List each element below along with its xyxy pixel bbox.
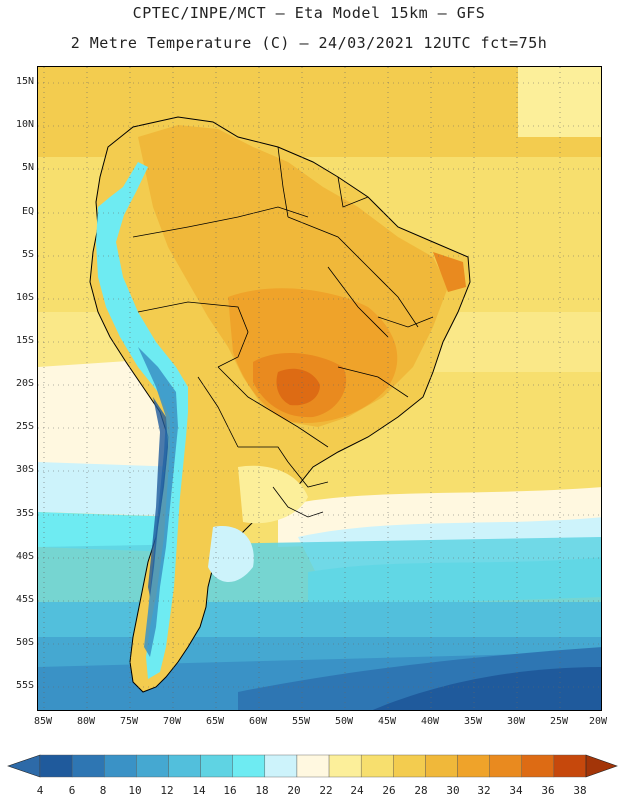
- lon-label: 30W: [506, 716, 526, 727]
- colorbar-label: 12: [160, 784, 174, 797]
- colorbar-label: 30: [446, 784, 460, 797]
- colorbar-cell: [296, 754, 330, 778]
- hot-region: [276, 368, 320, 406]
- lon-label: 35W: [463, 716, 483, 727]
- lon-label: 60W: [248, 716, 268, 727]
- lon-label: 70W: [162, 716, 182, 727]
- ocean-band: [38, 462, 188, 517]
- colorbar-label: 20: [287, 784, 301, 797]
- lat-label: 20S: [15, 378, 34, 389]
- andes-cold-region: [148, 397, 168, 597]
- colorbar-label: 4: [36, 784, 44, 797]
- map-canvas: [38, 67, 601, 710]
- colorbar-cell: [200, 754, 233, 778]
- chart-title-line1: CPTEC/INPE/MCT – Eta Model 15km – GFS: [132, 4, 486, 22]
- colorbar-label: 8: [99, 784, 107, 797]
- lon-label: 25W: [549, 716, 569, 727]
- colorbar-cell: [553, 754, 587, 778]
- colorbar-cell: [328, 754, 362, 778]
- colorbar-cell: [168, 754, 201, 778]
- ocean-band: [518, 67, 601, 137]
- colorbar-cell: [71, 754, 105, 778]
- colorbar-label: 24: [350, 784, 364, 797]
- lon-label: 85W: [33, 716, 53, 727]
- lat-label: 50S: [15, 637, 34, 648]
- colorbar-cell: [104, 754, 137, 778]
- lat-label: EQ: [21, 206, 34, 217]
- colorbar-label: 28: [414, 784, 428, 797]
- colorbar-label: 32: [477, 784, 491, 797]
- lat-label: 10N: [15, 119, 34, 130]
- lat-label: 5N: [21, 162, 34, 173]
- lat-label: 5S: [21, 249, 34, 260]
- colorbar-label: 26: [382, 784, 396, 797]
- colorbar-cell: [489, 754, 522, 778]
- lon-label: 80W: [76, 716, 96, 727]
- lon-label: 55W: [291, 716, 311, 727]
- colorbar-label: 10: [128, 784, 142, 797]
- ocean-band: [38, 602, 601, 642]
- lat-label: 45S: [15, 594, 34, 605]
- colorbar-label: 36: [541, 784, 555, 797]
- colorbar-label: 34: [509, 784, 523, 797]
- colorbar-label: 16: [223, 784, 237, 797]
- lat-label: 25S: [15, 421, 34, 432]
- lon-label: 75W: [119, 716, 139, 727]
- lat-label: 55S: [15, 680, 34, 691]
- colorbar-cell: [39, 754, 73, 778]
- colorbar: [7, 754, 618, 778]
- temperature-map[interactable]: [37, 66, 602, 711]
- lat-label: 15N: [15, 76, 34, 87]
- colorbar-cell: [425, 754, 458, 778]
- cool-region: [238, 465, 308, 524]
- ocean-band: [372, 667, 601, 710]
- ocean-band: [38, 537, 601, 607]
- colorbar-cell: [521, 754, 555, 778]
- colorbar-cell: [264, 754, 298, 778]
- lat-label: 40S: [15, 551, 34, 562]
- lon-label: 40W: [420, 716, 440, 727]
- andes-cold-region: [138, 347, 178, 657]
- cool-region: [208, 526, 254, 582]
- country-borders: [132, 146, 434, 518]
- colorbar-cell: [393, 754, 426, 778]
- ocean-band: [38, 512, 178, 552]
- colorbar-underflow-arrow: [7, 754, 41, 778]
- colorbar-cell: [232, 754, 266, 778]
- lon-label: 45W: [377, 716, 397, 727]
- colorbar-label: 6: [68, 784, 76, 797]
- lat-label: 30S: [15, 464, 34, 475]
- colorbar-label: 14: [192, 784, 206, 797]
- hot-region: [433, 252, 466, 292]
- lon-label: 65W: [205, 716, 225, 727]
- colorbar-cell: [136, 754, 169, 778]
- colorbar-overflow-arrow: [585, 754, 618, 778]
- lat-label: 35S: [15, 508, 34, 519]
- colorbar-cell: [457, 754, 490, 778]
- colorbar-label: 22: [319, 784, 333, 797]
- colorbar-cell: [360, 754, 394, 778]
- lon-label: 20W: [588, 716, 608, 727]
- chart-title-line2: 2 Metre Temperature (C) – 24/03/2021 12U…: [70, 34, 548, 52]
- colorbar-label: 38: [573, 784, 587, 797]
- colorbar-label: 18: [255, 784, 269, 797]
- lat-label: 15S: [15, 335, 34, 346]
- lat-label: 10S: [15, 292, 34, 303]
- graticule: [38, 67, 601, 710]
- lon-label: 50W: [334, 716, 354, 727]
